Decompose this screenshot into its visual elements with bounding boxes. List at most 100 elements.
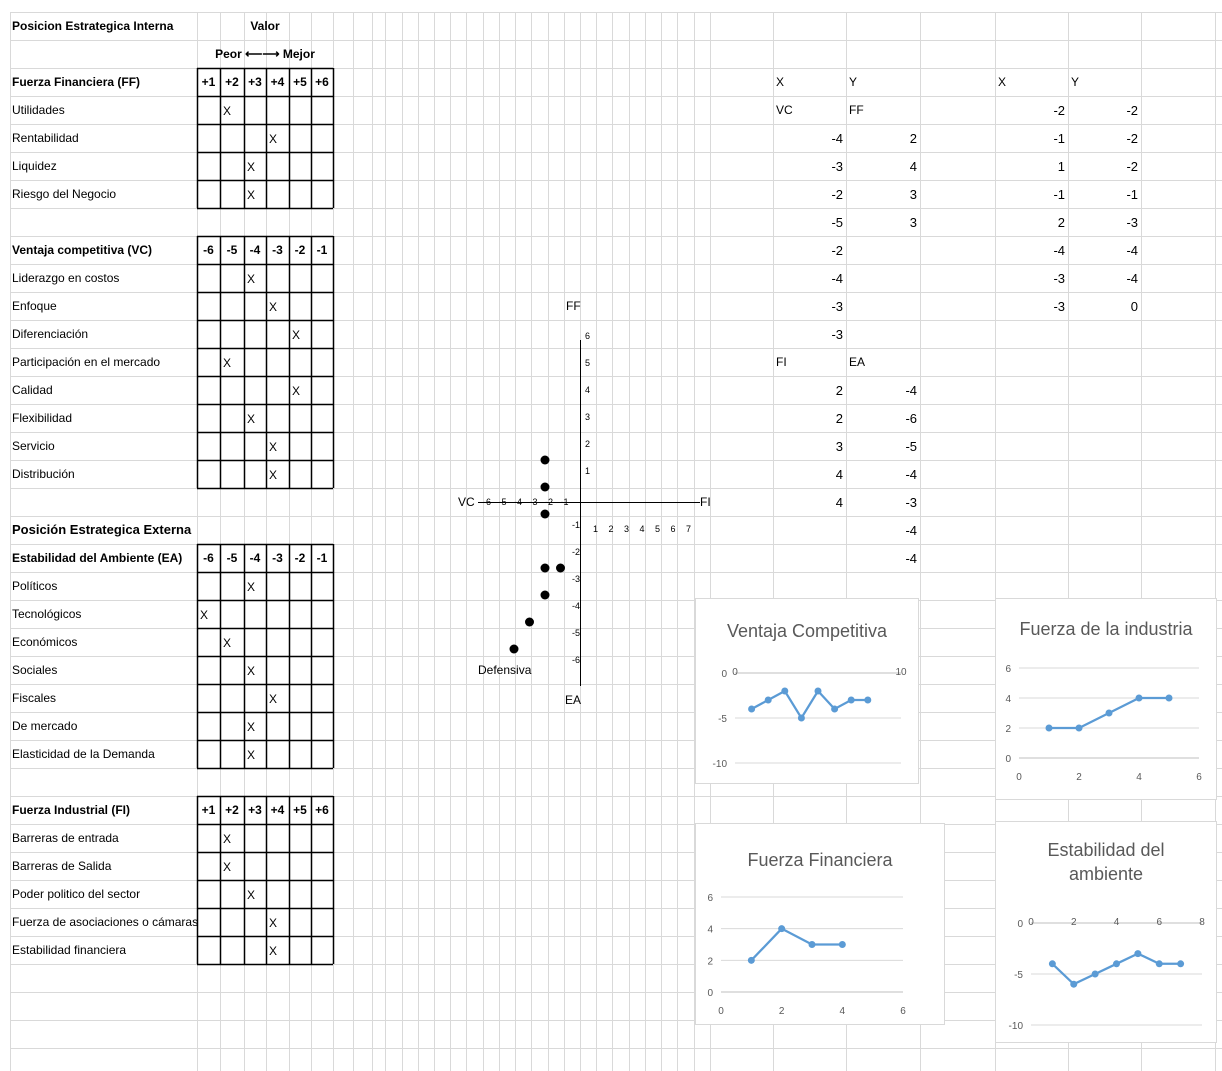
series-line	[751, 689, 868, 721]
fi-scale-2: +3	[248, 803, 262, 817]
vc-scale-1: -5	[226, 243, 238, 257]
x-mark[interactable]: X	[200, 608, 209, 622]
x-tick-label: 2	[1071, 917, 1077, 928]
pos-x-tick: 1	[592, 524, 598, 534]
series-point	[1165, 694, 1173, 702]
ea-value: -3	[905, 495, 917, 510]
vc-row-label: Distribución	[12, 467, 75, 481]
x-tick-label: 0	[1028, 917, 1034, 928]
x-mark[interactable]: X	[247, 580, 256, 594]
y-tick-label: 4	[707, 925, 713, 936]
chart-plot: 0 2 4 6 0 2 4 6	[707, 893, 906, 1017]
chart-plot: 0 2 4 6 0 2 4 6	[1005, 664, 1202, 783]
x-mark[interactable]: X	[223, 860, 232, 874]
series-point	[781, 687, 789, 695]
ea-value: -5	[905, 439, 917, 454]
x-mark[interactable]: X	[247, 272, 256, 286]
vc-scale-5: -1	[316, 243, 328, 257]
vc-scale-4: -2	[294, 243, 306, 257]
vc-value: -2	[831, 243, 843, 258]
chart-3[interactable]: Fuerza Financiera 0 2 4 6 0 2 4 6	[695, 823, 945, 1025]
ea-scale-3: -3	[272, 551, 283, 565]
x-mark[interactable]: X	[247, 748, 256, 762]
neg-x-tick: -3	[529, 497, 538, 507]
vc-section-title: Ventaja competitiva (VC)	[12, 243, 153, 257]
x-mark[interactable]: X	[247, 188, 256, 202]
series-point	[778, 925, 786, 933]
ff-scale-2: +3	[248, 75, 262, 89]
x-mark[interactable]: X	[247, 720, 256, 734]
series-point	[1113, 960, 1120, 968]
x-mark[interactable]: X	[269, 132, 278, 146]
vc-row-label: Calidad	[12, 383, 53, 397]
x-mark[interactable]: X	[223, 832, 232, 846]
series-point	[864, 696, 872, 704]
x-mark[interactable]: X	[269, 944, 278, 958]
vc-row-label: Participación en el mercado	[12, 355, 161, 369]
y-tick-label: 0	[707, 988, 713, 999]
fi-value: 2	[835, 383, 843, 398]
ea-row-label: Fiscales	[12, 691, 57, 705]
y-tick-label: 6	[1005, 664, 1011, 675]
ea-label: EA	[849, 355, 866, 369]
chart-4[interactable]: Estabilidad del ambiente 0 -5 -10 0 2 4 6 8	[995, 821, 1217, 1043]
x-tick-label: 8	[1199, 917, 1205, 928]
x-mark[interactable]: X	[247, 664, 256, 678]
ff-label: FF	[849, 103, 864, 117]
neg-x-tick: -1	[560, 497, 569, 507]
pos-x-tick: 7	[685, 524, 691, 534]
x-mark[interactable]: X	[247, 888, 256, 902]
fi-axis-label: FI	[700, 495, 711, 509]
x-mark[interactable]: X	[292, 328, 301, 342]
ea-row-label: Económicos	[12, 635, 78, 649]
y-header: Y	[849, 75, 858, 89]
x-mark[interactable]: X	[292, 384, 301, 398]
vc-row-label: Diferenciación	[12, 327, 89, 341]
ea-row-label: Políticos	[12, 579, 58, 593]
scale-header: Peor ⟵⟶ Mejor	[215, 47, 315, 61]
x-mark[interactable]: X	[269, 440, 278, 454]
chart-1[interactable]: Ventaja Competitiva 0 -5 -10 0 10	[695, 598, 919, 784]
x-mark[interactable]: X	[269, 300, 278, 314]
fi-row-label: Estabilidad financiera	[12, 943, 127, 957]
vc-value: -5	[831, 215, 843, 230]
external-position-title: Posición Estrategica Externa	[12, 522, 192, 537]
chart-2[interactable]: Fuerza de la industria 0 2 4 6 0 2 4 6	[995, 598, 1217, 800]
vc-label: VC	[776, 103, 793, 117]
x-mark[interactable]: X	[269, 916, 278, 930]
position-point	[540, 590, 550, 600]
x-mark[interactable]: X	[223, 636, 232, 650]
fi-value: 2	[835, 411, 843, 426]
pos-x-tick: 4	[639, 524, 645, 534]
series-point	[838, 941, 846, 948]
series-point	[748, 705, 756, 713]
vc-scale-2: -4	[249, 243, 261, 257]
x-mark[interactable]: X	[247, 412, 256, 426]
series-point	[808, 941, 816, 948]
ff-value: 2	[909, 131, 917, 146]
neg-y-tick: -6	[571, 655, 580, 665]
x-mark[interactable]: X	[223, 356, 232, 370]
y-tick-label: 0	[1017, 919, 1023, 930]
y-value: -1	[1126, 187, 1138, 202]
series-point	[1091, 970, 1099, 978]
x-value: -4	[1053, 243, 1065, 258]
x-tick-label: 6	[1196, 772, 1202, 783]
ff-axis-label: FF	[566, 299, 581, 313]
fi-scale-0: +1	[201, 803, 216, 817]
x-header: X	[776, 75, 785, 89]
valor-header: Valor	[250, 19, 280, 33]
x-mark[interactable]: X	[247, 160, 256, 174]
ea-axis-label: EA	[565, 693, 582, 707]
y-tick-label: 2	[707, 956, 713, 967]
y-value: -2	[1126, 131, 1138, 146]
fi-value: 4	[835, 467, 843, 482]
series-point	[747, 956, 755, 964]
pos-x-tick: 2	[608, 524, 614, 534]
x-mark[interactable]: X	[223, 104, 232, 118]
x-mark[interactable]: X	[269, 692, 278, 706]
y-tick-label: -10	[713, 759, 728, 770]
x-mark[interactable]: X	[269, 468, 278, 482]
y-tick-label: 0	[1005, 754, 1011, 765]
ea-value: -4	[905, 551, 917, 566]
